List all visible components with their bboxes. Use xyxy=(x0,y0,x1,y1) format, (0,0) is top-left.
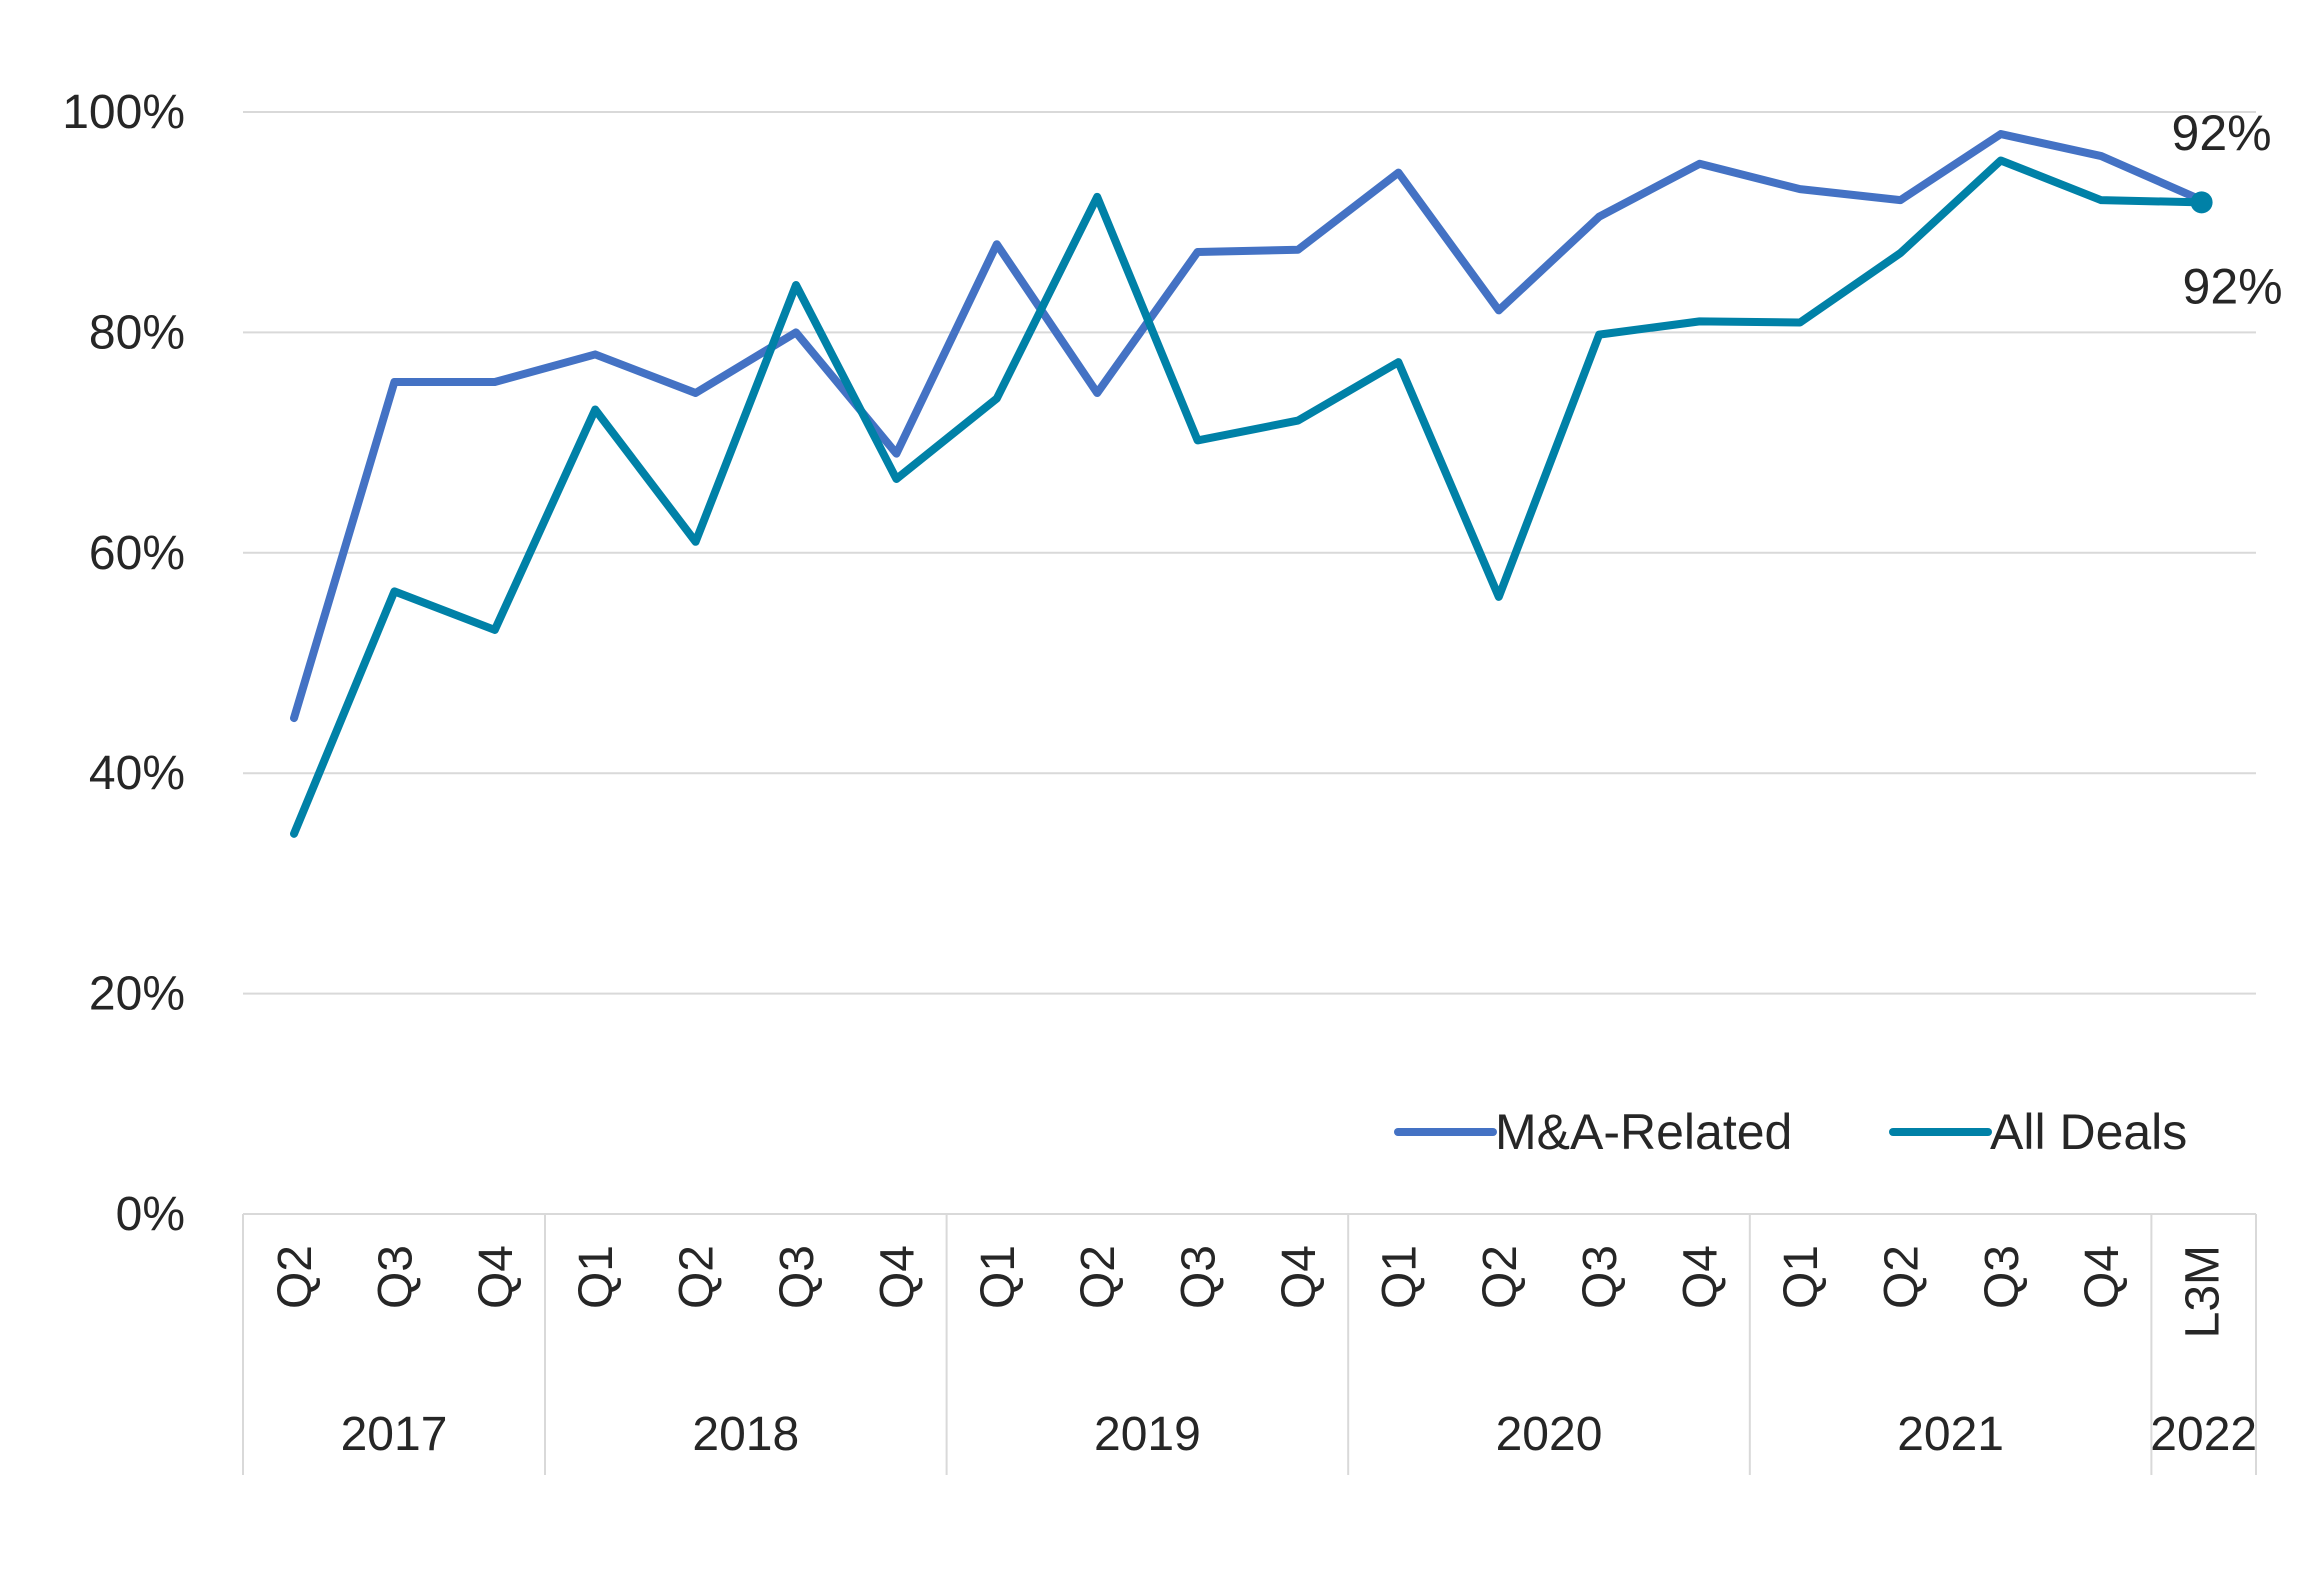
x-tick-label: Q4 xyxy=(2076,1245,2129,1309)
year-group-label: 2018 xyxy=(692,1408,799,1461)
year-group-label: 2020 xyxy=(1496,1408,1603,1461)
y-axis: 0% 20% 40% 60% 80% 100% xyxy=(62,86,185,1241)
x-tick-label: Q1 xyxy=(570,1245,623,1309)
x-tick-label: Q3 xyxy=(1976,1245,2029,1309)
series-end-marker xyxy=(2190,191,2213,214)
gridlines xyxy=(243,111,2256,995)
data-labels: 92% 92% xyxy=(2172,105,2283,314)
legend-label: M&A-Related xyxy=(1495,1104,1792,1160)
x-tick-label: Q4 xyxy=(871,1245,924,1309)
y-tick-label: 60% xyxy=(89,527,185,580)
year-group-label: 2019 xyxy=(1094,1408,1201,1461)
data-label: 92% xyxy=(2172,105,2272,161)
y-tick-label: 40% xyxy=(89,747,185,800)
x-tick-label: Q4 xyxy=(1675,1245,1728,1309)
series-line-all-deals xyxy=(290,156,2206,838)
x-tick-label: Q4 xyxy=(470,1245,523,1309)
y-tick-label: 100% xyxy=(62,86,185,139)
x-tick-label: Q3 xyxy=(1173,1245,1226,1309)
x-tick-label: Q2 xyxy=(1072,1245,1125,1309)
year-group-label: 2021 xyxy=(1897,1408,2004,1461)
y-tick-label: 80% xyxy=(89,306,185,359)
x-axis: 2017 2018 2019 2020 2021 2022 Q2 Q3 Q4 Q1 Q2 Q3 Q4 Q1… xyxy=(242,1213,2257,1475)
series-line-ma-related xyxy=(290,130,2206,723)
x-tick-label: Q3 xyxy=(1574,1245,1627,1309)
y-tick-label: 20% xyxy=(89,968,185,1021)
x-tick-label: L3M xyxy=(2177,1245,2230,1338)
year-group-label: 2022 xyxy=(2150,1408,2257,1461)
year-group-label: 2017 xyxy=(341,1408,448,1461)
x-tick-label: Q2 xyxy=(1474,1245,1527,1309)
x-tick-label: Q1 xyxy=(972,1245,1025,1309)
y-tick-label: 0% xyxy=(116,1188,185,1241)
x-tick-label: Q2 xyxy=(671,1245,724,1309)
x-tick-label: Q2 xyxy=(1875,1245,1928,1309)
x-tick-label: Q4 xyxy=(1273,1245,1326,1309)
x-tick-label: Q1 xyxy=(1373,1245,1426,1309)
data-label: 92% xyxy=(2183,258,2283,314)
x-tick-label: Q2 xyxy=(269,1245,322,1309)
legend: M&A-Related All Deals xyxy=(1394,1104,2187,1160)
x-tick-label: Q1 xyxy=(1775,1245,1828,1309)
series-lines xyxy=(290,130,2213,838)
x-tick-label: Q3 xyxy=(771,1245,824,1309)
x-tick-label: Q3 xyxy=(369,1245,422,1309)
legend-label: All Deals xyxy=(1990,1104,2187,1160)
